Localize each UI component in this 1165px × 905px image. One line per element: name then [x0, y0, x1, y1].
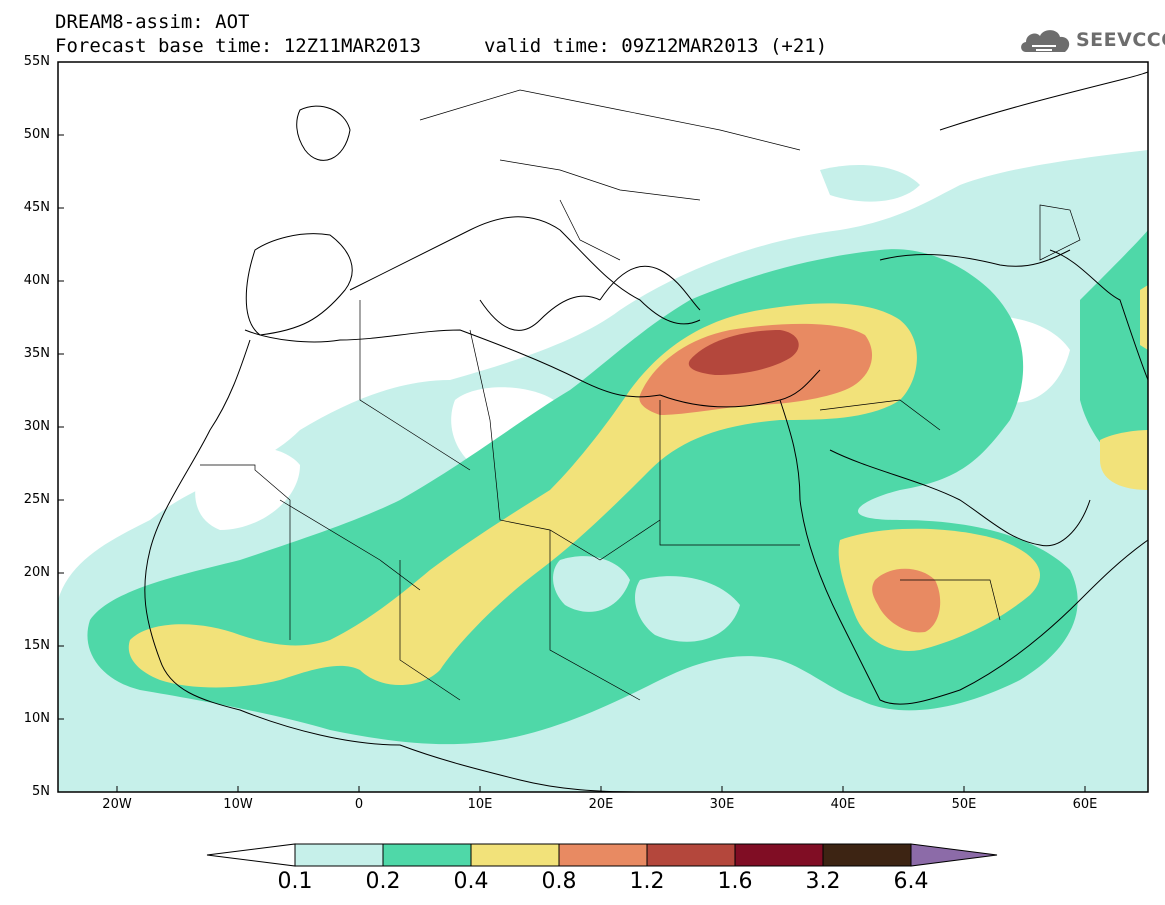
colorbar-label-0.1: 0.1 [277, 869, 313, 894]
colorbar-segment-1.6 [734, 843, 824, 867]
lon-label-50e: 50E [951, 797, 977, 812]
lat-label-45n: 45N [23, 200, 50, 215]
colorbar-label-1.2: 1.2 [629, 869, 665, 894]
logo-text: SEEVCCC [1076, 29, 1165, 51]
lat-label-35n: 35N [23, 346, 50, 361]
aot-field [58, 62, 1148, 792]
seevccc-logo: SEEVCCC [1018, 24, 1165, 58]
forecast-base-time: Forecast base time: 12Z11MAR2013 [55, 35, 422, 57]
colorbar-over-arrow [910, 843, 998, 867]
lat-label-25n: 25N [23, 492, 50, 507]
colorbar-label-3.2: 3.2 [805, 869, 841, 894]
colorbar-segment-0.4 [470, 843, 560, 867]
lon-label-30e: 30E [709, 797, 735, 812]
lat-label-40n: 40N [23, 273, 50, 288]
colorbar-segment-0.1 [294, 843, 384, 867]
colorbar-label-0.8: 0.8 [541, 869, 577, 894]
aot-contour-1.2 [688, 330, 799, 375]
cloud-icon [1021, 30, 1070, 52]
lon-label-20e: 20E [588, 797, 614, 812]
lat-label-10n: 10N [23, 711, 50, 726]
lon-label-40e: 40E [830, 797, 856, 812]
lat-label-15n: 15N [23, 638, 50, 653]
colorbar-label-6.4: 6.4 [893, 869, 929, 894]
colorbar-segment-0.2 [382, 843, 472, 867]
colorbar-segment-1.2 [646, 843, 736, 867]
lat-label-55n: 55N [23, 54, 50, 69]
map-title: DREAM8-assim: AOT [55, 11, 250, 33]
colorbar [206, 843, 998, 867]
colorbar-segment-3.2 [822, 843, 912, 867]
colorbar-label-0.2: 0.2 [365, 869, 401, 894]
lon-label-10e: 10E [467, 797, 493, 812]
lat-label-5n: 5N [32, 784, 50, 799]
colorbar-label-1.6: 1.6 [717, 869, 753, 894]
coastlines [144, 71, 1148, 792]
lat-label-20n: 20N [23, 565, 50, 580]
lat-label-50n: 50N [23, 127, 50, 142]
colorbar-under-arrow [206, 843, 296, 867]
lon-label-60e: 60E [1072, 797, 1098, 812]
colorbar-segment-0.8 [558, 843, 648, 867]
axis-ticks [58, 61, 1086, 792]
lon-label-10w: 10W [223, 797, 253, 812]
country-borders [200, 89, 1081, 701]
lon-label-0: 0 [354, 797, 364, 812]
valid-time: valid time: 09Z12MAR2013 (+21) [484, 35, 828, 57]
lat-label-30n: 30N [23, 419, 50, 434]
lon-label-20w: 20W [102, 797, 132, 812]
colorbar-label-0.4: 0.4 [453, 869, 489, 894]
